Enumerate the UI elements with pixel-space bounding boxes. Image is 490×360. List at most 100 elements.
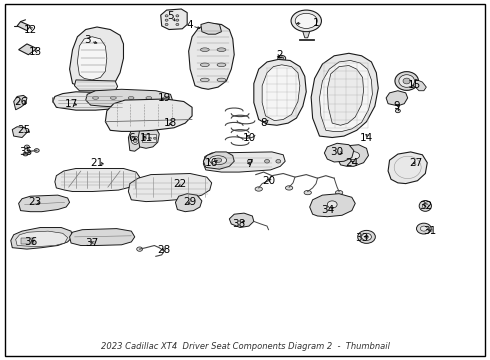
Circle shape — [416, 223, 431, 234]
Polygon shape — [53, 92, 123, 110]
Circle shape — [280, 57, 284, 60]
Text: 25: 25 — [17, 125, 30, 135]
Ellipse shape — [422, 203, 428, 209]
Polygon shape — [161, 9, 187, 30]
Circle shape — [211, 159, 216, 163]
Circle shape — [176, 15, 179, 17]
Polygon shape — [19, 195, 70, 212]
Circle shape — [153, 137, 156, 139]
Ellipse shape — [291, 10, 321, 32]
Ellipse shape — [146, 96, 152, 99]
Circle shape — [395, 109, 400, 113]
Circle shape — [165, 19, 168, 21]
Polygon shape — [310, 194, 355, 217]
Circle shape — [265, 159, 270, 163]
Ellipse shape — [346, 152, 360, 159]
Polygon shape — [279, 60, 284, 66]
Text: 12: 12 — [24, 24, 37, 35]
Text: 2023 Cadillac XT4  Driver Seat Components Diagram 2  -  Thumbnail: 2023 Cadillac XT4 Driver Seat Components… — [100, 342, 390, 351]
Text: 15: 15 — [407, 80, 421, 90]
Circle shape — [225, 159, 230, 163]
Text: 14: 14 — [360, 132, 373, 143]
Text: 16: 16 — [205, 158, 219, 168]
Text: 19: 19 — [157, 93, 171, 103]
Text: 28: 28 — [157, 245, 171, 255]
Circle shape — [420, 226, 427, 231]
Polygon shape — [189, 23, 234, 89]
Polygon shape — [311, 53, 378, 138]
Ellipse shape — [217, 63, 226, 67]
Polygon shape — [74, 80, 118, 91]
Ellipse shape — [399, 75, 415, 87]
Ellipse shape — [131, 136, 139, 144]
Polygon shape — [337, 145, 368, 166]
Polygon shape — [324, 143, 354, 162]
Ellipse shape — [304, 190, 312, 195]
Ellipse shape — [395, 72, 418, 90]
Text: 38: 38 — [232, 219, 246, 229]
Circle shape — [365, 235, 368, 238]
Text: 22: 22 — [173, 179, 187, 189]
Text: 5: 5 — [167, 11, 174, 21]
Polygon shape — [203, 152, 234, 169]
Polygon shape — [175, 194, 202, 212]
Polygon shape — [128, 174, 212, 202]
Circle shape — [165, 15, 168, 17]
Polygon shape — [319, 60, 372, 131]
Text: 13: 13 — [28, 47, 42, 57]
Ellipse shape — [217, 78, 226, 82]
Text: 20: 20 — [262, 176, 275, 186]
Polygon shape — [86, 89, 172, 107]
Ellipse shape — [110, 96, 116, 99]
Text: 3: 3 — [84, 35, 91, 45]
Polygon shape — [70, 27, 123, 89]
Polygon shape — [70, 229, 135, 246]
Text: 30: 30 — [331, 147, 343, 157]
Ellipse shape — [295, 13, 318, 28]
Ellipse shape — [133, 138, 137, 143]
Ellipse shape — [210, 156, 226, 165]
Circle shape — [137, 247, 143, 251]
Text: 31: 31 — [423, 226, 437, 236]
Circle shape — [362, 233, 371, 240]
Text: 29: 29 — [183, 197, 197, 207]
Bar — [142, 134, 156, 142]
Ellipse shape — [335, 190, 343, 195]
Polygon shape — [16, 231, 68, 247]
Bar — [21, 238, 34, 244]
Text: 21: 21 — [90, 158, 104, 168]
Ellipse shape — [403, 78, 411, 84]
Text: 2: 2 — [276, 50, 283, 60]
Circle shape — [23, 152, 28, 156]
Ellipse shape — [217, 48, 226, 51]
Circle shape — [176, 23, 179, 26]
Text: 18: 18 — [164, 118, 177, 128]
Ellipse shape — [200, 63, 209, 67]
Polygon shape — [254, 59, 306, 125]
Ellipse shape — [255, 187, 263, 191]
Text: 35: 35 — [19, 147, 32, 157]
Ellipse shape — [200, 48, 209, 51]
Circle shape — [278, 55, 286, 61]
Polygon shape — [55, 168, 140, 192]
Ellipse shape — [215, 158, 222, 162]
Circle shape — [358, 230, 375, 243]
Polygon shape — [105, 99, 192, 131]
Ellipse shape — [164, 96, 170, 99]
Polygon shape — [201, 22, 221, 34]
Ellipse shape — [285, 186, 293, 190]
Circle shape — [165, 23, 168, 26]
Text: 23: 23 — [28, 197, 42, 207]
Circle shape — [247, 159, 252, 163]
Text: 9: 9 — [393, 101, 400, 111]
Polygon shape — [11, 228, 73, 249]
Polygon shape — [12, 127, 27, 138]
Text: 4: 4 — [187, 20, 194, 30]
Polygon shape — [19, 44, 37, 55]
Text: 11: 11 — [139, 132, 153, 143]
Ellipse shape — [200, 78, 209, 82]
Circle shape — [144, 137, 147, 139]
Text: 24: 24 — [345, 158, 359, 168]
Polygon shape — [14, 95, 27, 110]
Polygon shape — [388, 152, 427, 184]
